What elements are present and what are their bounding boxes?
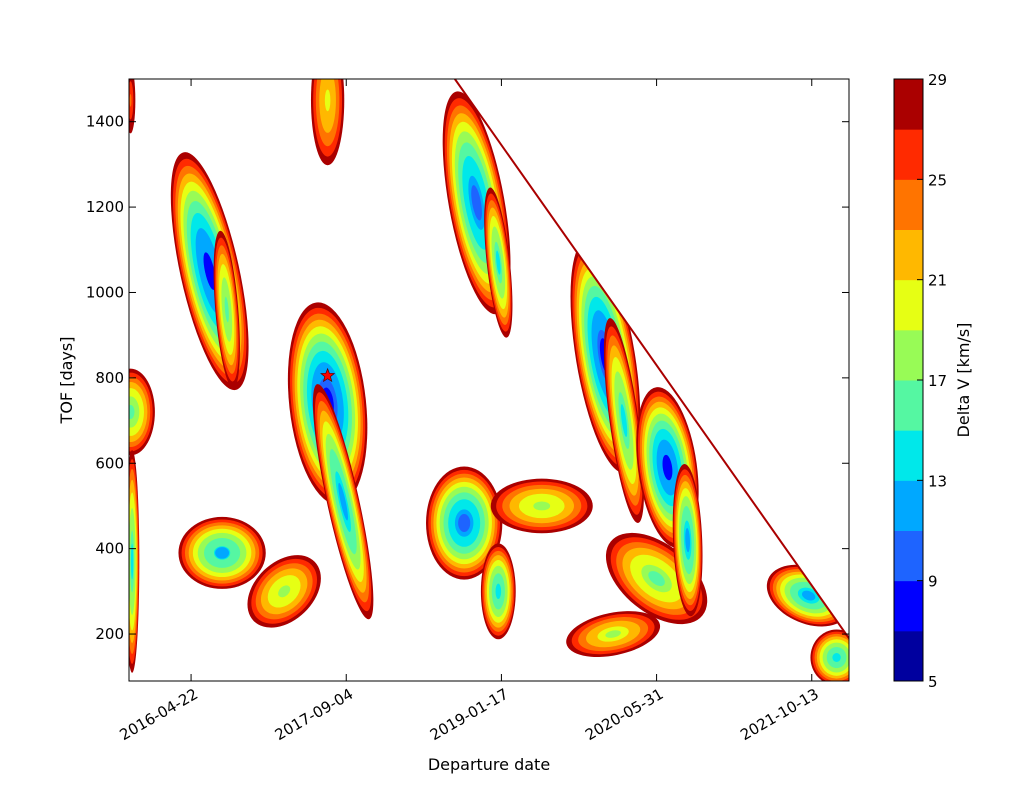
x-axis-label: Departure date (428, 755, 550, 774)
contour-region (312, 384, 374, 620)
colorbar-band-19-21 (894, 279, 923, 331)
optimum-marker-layer (320, 367, 336, 383)
colorbar-tick-label: 17 (928, 372, 947, 390)
colorbar-tick-label: 29 (928, 71, 947, 89)
contour-band-19-21 (324, 89, 331, 112)
plot-frame (128, 78, 850, 682)
colorbar-band-23-25 (894, 179, 923, 230)
y-axis-label: TOF [days] (57, 337, 76, 425)
contour-band-13-15 (495, 583, 502, 600)
contour-band-11-13 (215, 547, 230, 559)
contour-region (490, 478, 593, 534)
contour-band-9-11 (471, 185, 482, 221)
x-tick-label: 2017-09-04 (272, 685, 357, 744)
contour-band-9-11 (458, 514, 471, 532)
contour-band-23-25 (129, 93, 132, 107)
contour-band-11-13 (801, 590, 816, 601)
contour-region (480, 543, 516, 640)
colorbar-ticks: 5 9 13 17 21 25 29 (917, 71, 947, 691)
contour-region (310, 79, 345, 166)
x-tick-label: 2020-05-31 (582, 685, 667, 744)
colorbar-tick-label: 9 (928, 573, 938, 591)
optimum-star-marker (320, 367, 336, 383)
y-tick-label: 1200 (86, 198, 124, 216)
contour-band-17-19 (278, 585, 291, 598)
contour-region (129, 79, 136, 134)
y-tick-label: 200 (95, 625, 124, 643)
colorbar-band-11-13 (894, 480, 923, 531)
colorbar-band-9-11 (894, 530, 923, 582)
contour-region (672, 463, 703, 617)
contour-region (129, 450, 140, 673)
colorbar-band-13-15 (894, 430, 923, 481)
contour-band-15-17 (648, 571, 665, 586)
contour-region (129, 368, 155, 456)
y-tick-label: 1000 (86, 283, 124, 301)
colorbar-label: Delta V [km/s] (954, 323, 973, 438)
colorbar-tick-label: 13 (928, 472, 947, 490)
colorbar-tick-label: 25 (928, 171, 947, 189)
contour-band-15-17 (129, 404, 135, 420)
contour-region (810, 629, 849, 681)
contour-band-7-9 (203, 252, 216, 290)
colorbar-band-21-23 (894, 229, 923, 281)
contour-region (213, 230, 240, 389)
colorbar-band-27-29 (894, 79, 923, 130)
colorbar (894, 79, 923, 682)
contour-band-13-15 (620, 404, 628, 438)
contour-band-11-13 (685, 527, 691, 553)
x-tick-label: 2016-04-22 (117, 685, 202, 744)
colorbar-band-17-19 (894, 329, 923, 381)
contour-region (178, 516, 266, 589)
contour-band-13-15 (832, 653, 841, 662)
y-tick-label: 400 (95, 540, 124, 558)
contour-band-15-17 (224, 296, 229, 323)
contour-fill-layer (129, 79, 849, 681)
x-tick-label: 2019-01-17 (427, 685, 512, 744)
contour-band-17-19 (605, 630, 621, 638)
y-tick-label: 600 (95, 454, 124, 472)
boundary-edge (454, 79, 849, 639)
colorbar-band-7-9 (894, 580, 923, 632)
contour-region (426, 466, 503, 580)
contour-band-17-19 (533, 501, 551, 511)
contour-region (603, 318, 645, 523)
contour-region (247, 555, 321, 628)
contour-band-7-9 (662, 454, 673, 481)
contour-band-11-13 (338, 482, 348, 521)
colorbar-band-5-7 (894, 630, 923, 682)
contour-band-13-15 (130, 543, 134, 580)
colorbar-band-25-27 (894, 129, 923, 180)
y-tick-label: 800 (95, 369, 124, 387)
colorbar-band-15-17 (894, 380, 923, 431)
y-tick-label: 1400 (86, 113, 124, 131)
y-axis-ticks: 200 400 600 800 1000 1200 1400 (86, 113, 849, 643)
contour-region (484, 187, 513, 338)
colorbar-tick-label: 5 (928, 673, 938, 691)
colorbar-tick-label: 21 (928, 272, 947, 290)
x-tick-label: 2021-10-13 (737, 685, 822, 744)
feasibility-boundary (454, 79, 849, 639)
contour-band-13-15 (496, 250, 501, 275)
contour-region (566, 611, 661, 657)
